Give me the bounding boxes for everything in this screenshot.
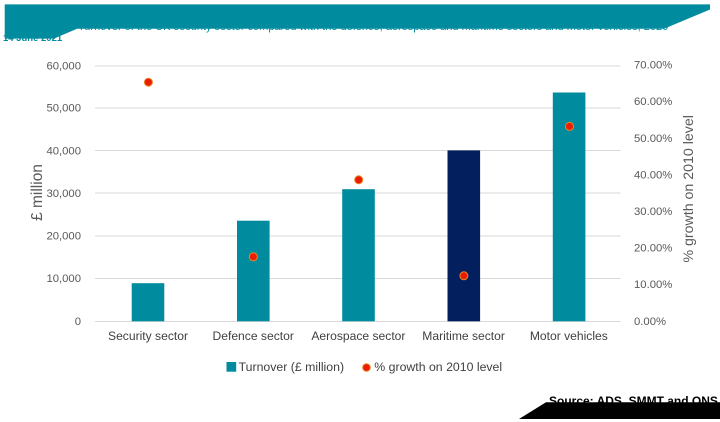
svg-text:20.00%: 20.00% xyxy=(634,243,672,255)
svg-text:20,000: 20,000 xyxy=(46,230,81,242)
svg-text:70.00%: 70.00% xyxy=(634,60,672,72)
svg-text:30.00%: 30.00% xyxy=(634,206,672,218)
svg-text:% growth on 2010 level: % growth on 2010 level xyxy=(374,360,502,374)
svg-text:60,000: 60,000 xyxy=(46,61,81,73)
svg-text:30,000: 30,000 xyxy=(46,188,81,200)
svg-text:Turnover of the UK security se: Turnover of the UK security sector compa… xyxy=(78,21,668,33)
svg-text:40.00%: 40.00% xyxy=(634,169,672,181)
svg-text:Aerospace sector: Aerospace sector xyxy=(311,329,405,343)
svg-text:Source: ADS, SMMT and ONS: Source: ADS, SMMT and ONS xyxy=(549,394,718,408)
svg-text:£ million: £ million xyxy=(29,164,46,221)
svg-text:50,000: 50,000 xyxy=(46,103,81,115)
svg-text:40,000: 40,000 xyxy=(46,145,81,157)
svg-text:0.00%: 0.00% xyxy=(634,316,666,328)
svg-text:14 June 2021: 14 June 2021 xyxy=(3,33,63,44)
svg-text:% growth on 2010 level: % growth on 2010 level xyxy=(681,115,697,262)
svg-text:10,000: 10,000 xyxy=(46,273,81,285)
svg-text:Security sector: Security sector xyxy=(108,329,188,343)
svg-text:Motor vehicles: Motor vehicles xyxy=(530,329,608,343)
svg-text:Turnover (£ million): Turnover (£ million) xyxy=(239,360,344,374)
svg-text:0: 0 xyxy=(75,316,81,328)
svg-text:50.00%: 50.00% xyxy=(634,133,672,145)
svg-text:60.00%: 60.00% xyxy=(634,96,672,108)
svg-text:Maritime sector: Maritime sector xyxy=(422,329,505,343)
svg-text:10.00%: 10.00% xyxy=(634,279,672,291)
svg-text:Defence sector: Defence sector xyxy=(213,329,294,343)
